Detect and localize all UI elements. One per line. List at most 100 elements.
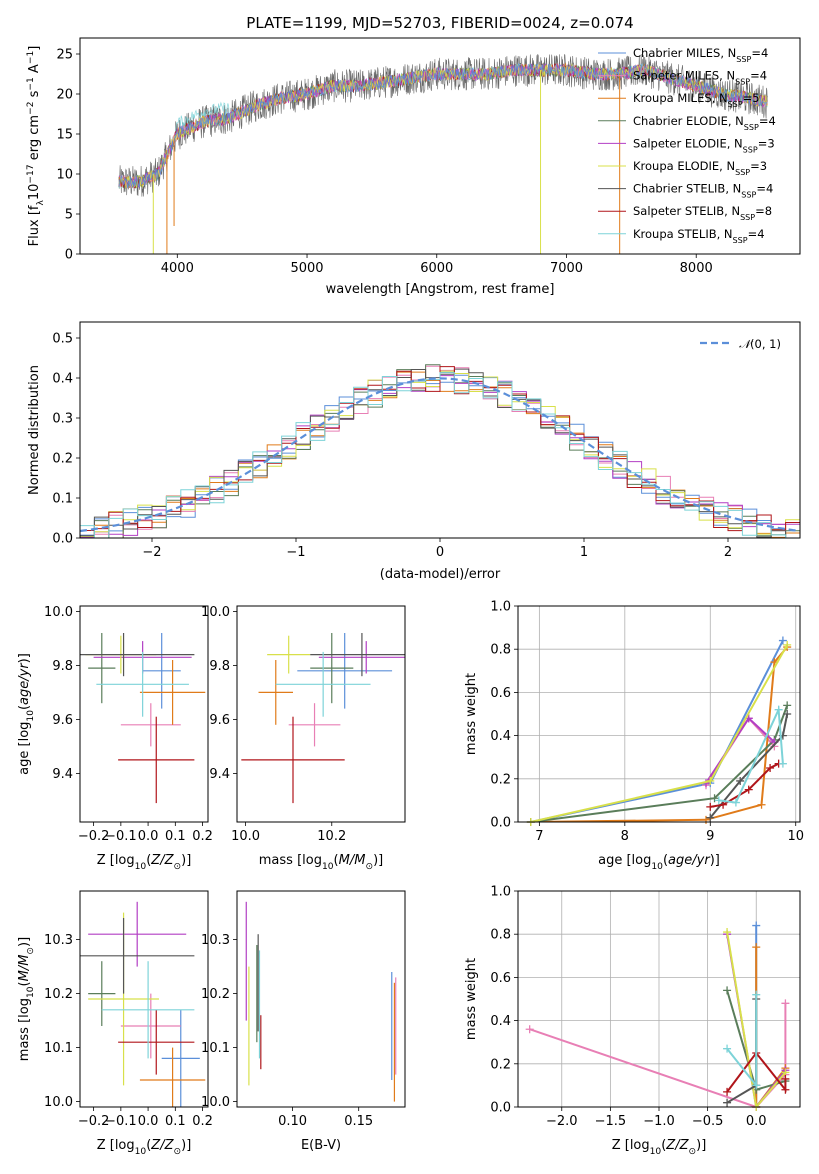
age_vs_mass-xtick-label: 10.0 [231,829,260,844]
massweight_vs_Z-ytick-label: 1.0 [490,885,511,900]
massweight_vs_Z-marker-5 [723,928,732,937]
massweight_vs_Z-xtick-label: −2.0 [546,1114,578,1129]
mass_vs_ebv-xlabel: E(B-V) [301,1138,341,1153]
age_vs_Z-panel: −0.2−0.1 0.0 0.1 0.2 9.4 9.6 9.8 10.0 [44,605,213,844]
spectrum-ytick-label: 20 [56,88,73,103]
mass_vs_Z-xlabel: Z [log10(Z/Z⊙)] [97,1138,192,1157]
massweight_vs_age-marker-6 [736,776,745,785]
legend-entry-6: Chabrier STELIB, NSSP=4 [633,182,773,200]
age_vs_mass-ytick-label: 9.4 [209,767,230,782]
massweight_vs_age-marker-8 [731,798,740,807]
massweight_vs_age-marker-2 [757,800,766,809]
spectrum-line-0 [118,62,768,189]
massweight_vs_Z-xlabel: Z [log10(Z/Z⊙)] [612,1138,707,1157]
age_vs_Z-ytick-label: 9.4 [52,767,73,782]
residuals-ytick-label: 0.3 [52,412,73,427]
massweight_vs_Z-marker-3 [723,986,732,995]
residuals-xtick-label: 2 [724,545,732,560]
residuals-ytick-label: 0.0 [52,532,73,547]
mass_vs_Z-ytick-label: 10.3 [44,933,73,948]
histogram-step-0 [80,374,800,538]
spectrum-panel: 4000 5000 6000 7000 8000 0 5 10 15 20 25 [56,48,712,277]
age_vs_mass-xlabel: mass [log10(M/M⊙)] [259,853,383,872]
age_vs_Z-ytick-label: 9.8 [52,659,73,674]
massweight_vs_age-marker-6 [706,813,715,822]
residuals-ytick-label: 0.4 [52,372,73,387]
legend-entry-5: Kroupa ELODIE, NSSP=3 [633,159,767,177]
residuals-ylabel: Normed distribution [27,365,42,495]
massweight_vs_age-marker-7 [766,764,775,772]
histogram-step-7 [80,366,800,538]
figure-title: PLATE=1199, MJD=52703, FIBERID=0024, z=0… [246,14,633,32]
massweight_vs_Z-ytick-label: 0.4 [490,1014,511,1029]
age_vs_Z-xtick-label: 0.0 [138,829,159,844]
massweight_vs_age-marker-7 [719,800,728,809]
massweight_vs_age-xtick-label: 7 [535,829,543,844]
mass_vs_Z-xtick-label: 0.1 [165,1114,186,1129]
residuals-xtick-label: 0 [436,545,444,560]
spectrum-ytick-label: 5 [65,208,73,223]
massweight_vs_Z-marker-0 [752,921,761,930]
massweight_vs_Z-line-5 [726,931,787,1107]
massweight_vs_age-ytick-label: 0.4 [490,729,511,744]
residuals-xtick-label: −1 [286,545,305,560]
age_vs_Z-xtick-label: 0.2 [192,829,213,844]
age_vs_mass-ytick-label: 9.6 [209,713,230,728]
spectrum-xtick-label: 8000 [680,261,713,276]
massweight_vs_age-line-2 [530,646,788,822]
massweight_vs_age-frame [517,605,801,823]
massweight_vs_age-ytick-label: 0.8 [490,643,511,658]
age_vs_Z-frame [79,605,209,823]
age_vs_Z-ylabel: age [log10(age/yr)] [17,653,36,775]
residuals-legend-label: 𝒩(0, 1) [739,337,781,351]
massweight_vs_Z-ytick-label: 0.6 [490,971,511,986]
spectrum-xtick-label: 7000 [550,261,583,276]
massweight_vs_age-ylabel: mass weight [464,673,479,755]
age_vs_Z-xlabel: Z [log10(Z/Z⊙)] [97,853,192,872]
spectrum-xtick-label: 6000 [420,261,453,276]
massweight_vs_age-marker-8 [714,796,723,805]
mass_vs_ebv-ytick-label: 10.1 [201,1041,230,1056]
spectrum-xtick-label: 5000 [290,261,323,276]
age_vs_mass-xtick-label: 10.2 [317,829,346,844]
mass_vs_ebv-ytick-label: 10.0 [201,1095,230,1110]
mass_vs_Z-xtick-label: 0.0 [138,1114,159,1129]
age_vs_Z-xtick-label: −0.1 [105,829,137,844]
legend-entry-8: Kroupa STELIB, NSSP=4 [633,227,765,245]
massweight_vs_age-line-3 [530,705,789,822]
massweight_vs_Z-xtick-label: −0.5 [692,1114,724,1129]
mass_vs_Z-frame [79,890,209,1108]
mass_vs_Z-xtick-label: −0.2 [78,1114,110,1129]
spectrum-ytick-label: 10 [56,168,73,183]
residuals-xlabel: (data-model)/error [380,567,501,582]
massweight_vs_age-marker-6 [783,710,792,718]
massweight_vs_age-line-0 [530,640,784,822]
spectrum-ytick-label: 0 [65,248,73,263]
massweight_vs_age-xtick-label: 9 [706,829,714,844]
massweight_vs_age-marker-8 [774,705,783,714]
massweight_vs_Z-marker-8 [752,990,761,999]
mass_vs_ebv-panel: 0.10 0.15 10.0 10.1 10.2 10.3 [201,933,373,1129]
massweight_vs_age-marker-3 [710,794,719,803]
spectrum-xtick-label: 4000 [161,261,194,276]
histogram-step-8 [80,372,800,538]
legend-entry-2: Kroupa MILES, NSSP=5 [633,91,760,109]
mass_vs_ebv-frame [236,890,406,1108]
massweight_vs_Z-xtick-label: −1.0 [643,1114,675,1129]
massweight_vs_age-marker-7 [706,802,715,811]
massweight_vs_Z-marker-7 [723,1087,732,1096]
gaussian-curve [79,377,801,533]
massweight_vs_Z-xtick-label: −1.5 [595,1114,627,1129]
massweight_vs_age-line-5 [530,644,789,822]
histogram-step-6 [80,368,800,538]
mass_vs_ebv-ytick-label: 10.2 [201,987,230,1002]
residuals-xtick-label: −2 [142,545,161,560]
age_vs_Z-xtick-label: −0.2 [78,829,110,844]
residuals-panel: −2 −1 0 1 2 0.0 0.1 0.2 0.3 0.4 0.5 [52,332,732,561]
mass_vs_Z-panel: −0.2−0.1 0.0 0.1 0.2 10.0 10.1 10.2 10.3 [44,933,213,1129]
massweight_vs_age-marker-0 [778,636,787,645]
massweight_vs_Z-marker-2 [752,943,761,952]
massweight_vs_Z-ytick-label: 0.0 [490,1101,511,1116]
